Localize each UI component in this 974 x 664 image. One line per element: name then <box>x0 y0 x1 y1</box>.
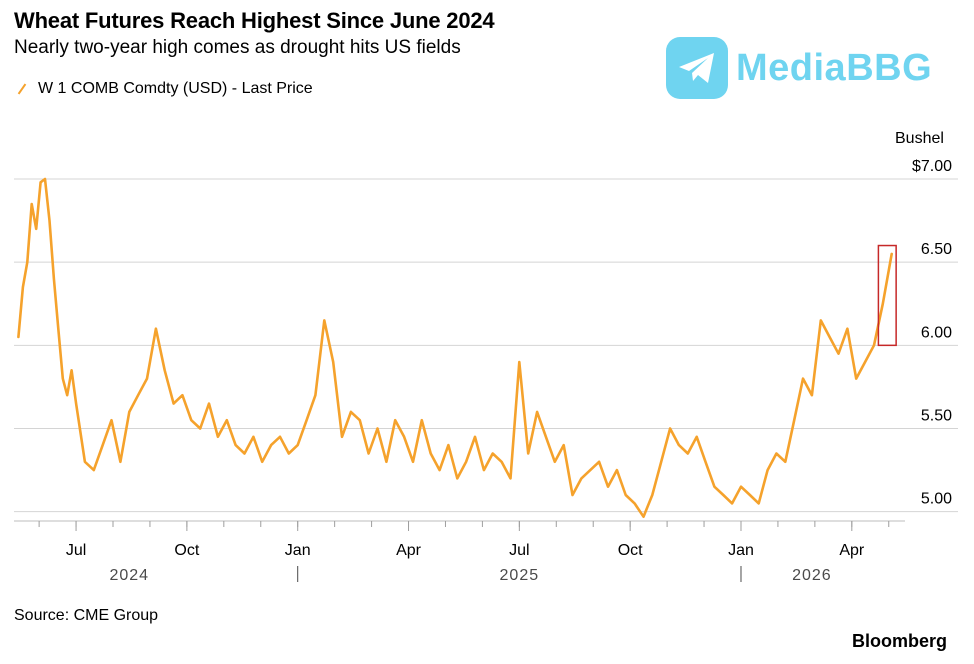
year-label-2: 2026 <box>792 567 832 584</box>
y-tick-label-4: 5.00 <box>921 491 952 508</box>
x-tick-label-1: Oct <box>174 542 199 559</box>
x-tick-label-0: Jul <box>66 542 86 559</box>
year-label-0: 2024 <box>109 567 149 584</box>
bloomberg-logo: Bloomberg <box>852 631 948 651</box>
y-tick-label-1: 6.50 <box>921 241 952 258</box>
x-tick-label-4: Jul <box>509 542 529 559</box>
y-tick-label-3: 5.50 <box>921 408 952 425</box>
x-tick-label-3: Apr <box>396 542 422 559</box>
watermark-text: MediaBBG <box>736 46 933 89</box>
year-label-1: 2025 <box>500 567 540 584</box>
legend-label: W 1 COMB Comdty (USD) - Last Price <box>38 80 313 97</box>
x-tick-label-6: Jan <box>728 542 754 559</box>
highlight-box <box>877 244 897 347</box>
y-tick-label-0: $7.00 <box>912 158 952 175</box>
y-tick-label-2: 6.00 <box>921 324 952 341</box>
telegram-icon <box>666 37 728 99</box>
watermark: MediaBBG <box>666 36 956 100</box>
y-axis-unit: Bushel <box>895 130 944 147</box>
source-note: Source: CME Group <box>14 607 159 624</box>
x-tick-label-7: Apr <box>839 542 865 559</box>
x-tick-label-2: Jan <box>285 542 311 559</box>
x-tick-label-5: Oct <box>618 542 643 559</box>
chart-title: Wheat Futures Reach Highest Since June 2… <box>14 8 495 33</box>
chart-subtitle: Nearly two-year high comes as drought hi… <box>14 37 461 58</box>
legend: W 1 COMB Comdty (USD) - Last Price <box>14 80 313 98</box>
series-line-0 <box>17 177 894 519</box>
